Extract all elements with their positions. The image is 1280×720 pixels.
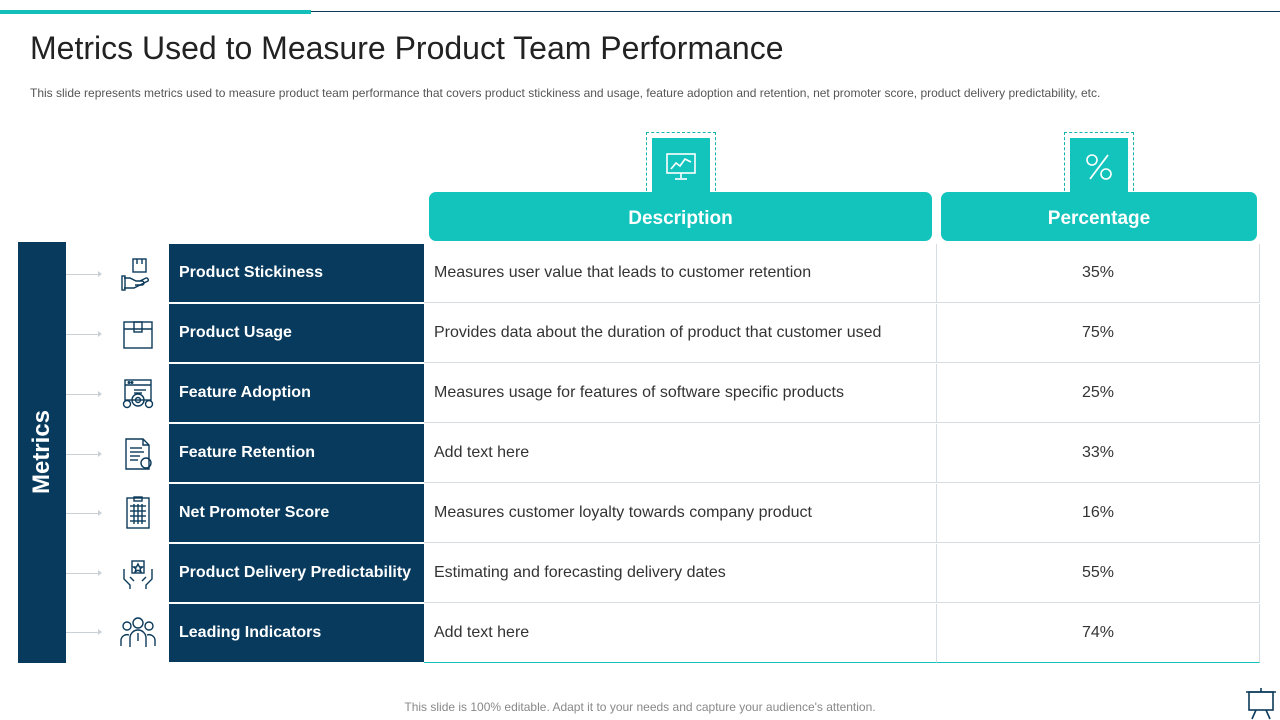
- row-arrow: [66, 451, 102, 457]
- metrics-table: Product Stickiness Measures user value t…: [169, 244, 1260, 663]
- percent-icon: [1070, 138, 1128, 196]
- metric-name: Product Delivery Predictability: [169, 544, 424, 603]
- row-arrow: [66, 629, 102, 635]
- metric-percentage: 25%: [937, 364, 1260, 423]
- table-row: Net Promoter Score Measures customer loy…: [169, 484, 1260, 543]
- table-row: Feature Adoption Measures usage for feat…: [169, 364, 1260, 423]
- metric-percentage: 55%: [937, 544, 1260, 603]
- table-row: Leading Indicators Add text here 74%: [169, 604, 1260, 663]
- metric-percentage: 74%: [937, 604, 1260, 663]
- table-row: Feature Retention Add text here 33%: [169, 424, 1260, 483]
- metric-description: Add text here: [424, 424, 937, 483]
- metric-name: Product Usage: [169, 304, 424, 363]
- hands-star-icon: [118, 553, 158, 593]
- table-row: Product Usage Provides data about the du…: [169, 304, 1260, 363]
- metric-name: Leading Indicators: [169, 604, 424, 663]
- metric-description: Measures usage for features of software …: [424, 364, 937, 423]
- top-accent-bar: [0, 10, 311, 14]
- metric-name: Feature Retention: [169, 424, 424, 483]
- metric-description: Add text here: [424, 604, 937, 663]
- column-header-description: Description: [429, 192, 932, 241]
- metric-description: Provides data about the duration of prod…: [424, 304, 937, 363]
- column-header-percentage: Percentage: [941, 192, 1257, 241]
- metrics-side-bar: [18, 242, 66, 663]
- row-arrow: [66, 510, 102, 516]
- row-arrow: [66, 271, 102, 277]
- metric-name: Product Stickiness: [169, 244, 424, 303]
- metric-name: Net Promoter Score: [169, 484, 424, 543]
- metrics-side-label: Metrics: [28, 409, 55, 495]
- metric-description: Estimating and forecasting delivery date…: [424, 544, 937, 603]
- metric-percentage: 35%: [937, 244, 1260, 303]
- presentation-board-icon: [1244, 686, 1278, 720]
- clipboard-grid-icon: [118, 493, 158, 533]
- metric-name: Feature Adoption: [169, 364, 424, 423]
- slide-title: Metrics Used to Measure Product Team Per…: [30, 30, 784, 66]
- slide-subtitle: This slide represents metrics used to me…: [30, 86, 1101, 100]
- row-arrow: [66, 570, 102, 576]
- row-arrow: [66, 391, 102, 397]
- document-badge-icon: [118, 434, 158, 474]
- browser-gear-icon: [118, 374, 158, 414]
- metric-percentage: 16%: [937, 484, 1260, 543]
- metric-description: Measures user value that leads to custom…: [424, 244, 937, 303]
- table-row: Product Delivery Predictability Estimati…: [169, 544, 1260, 603]
- monitor-chart-icon: [652, 138, 710, 196]
- top-rule: [0, 11, 1280, 12]
- metric-percentage: 33%: [937, 424, 1260, 483]
- team-icon: [118, 612, 158, 652]
- table-row: Product Stickiness Measures user value t…: [169, 244, 1260, 303]
- hand-box-icon: [118, 254, 158, 294]
- row-arrow: [66, 331, 102, 337]
- metric-description: Measures customer loyalty towards compan…: [424, 484, 937, 543]
- metric-percentage: 75%: [937, 304, 1260, 363]
- box-icon: [118, 314, 158, 354]
- slide-footer: This slide is 100% editable. Adapt it to…: [404, 700, 876, 714]
